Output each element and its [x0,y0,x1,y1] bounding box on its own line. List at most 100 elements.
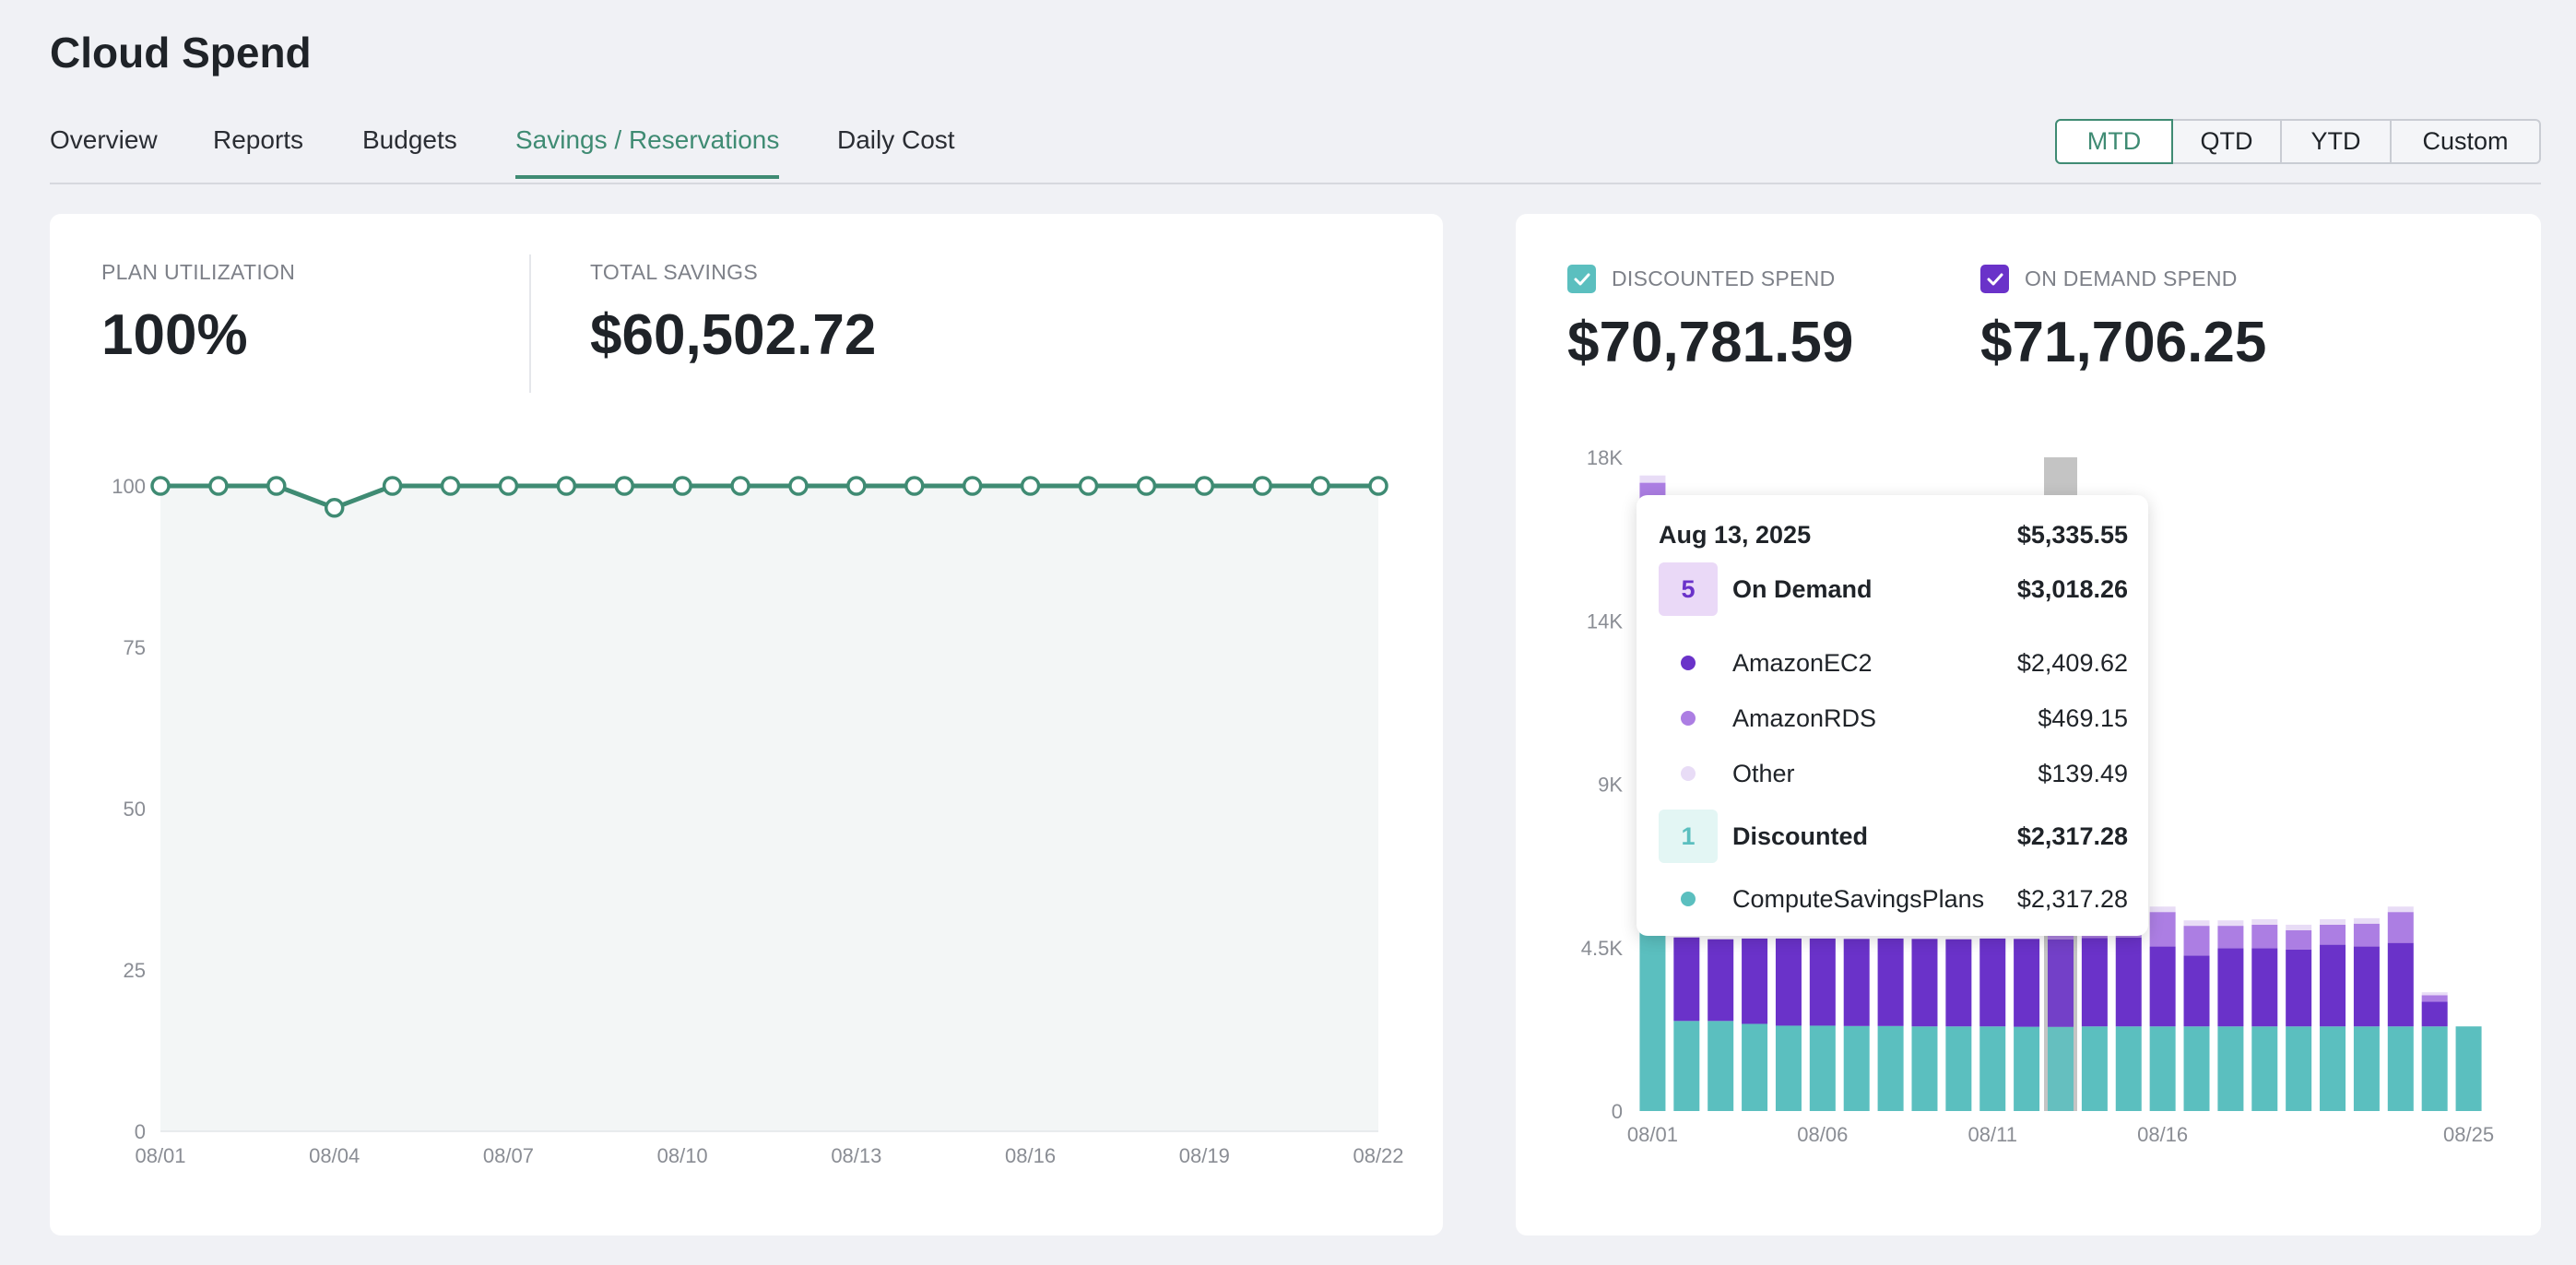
data-point [556,476,577,496]
data-point [1310,476,1330,496]
data-point [962,476,983,496]
tooltip-item-value: $2,409.62 [2016,648,2128,677]
period-custom-button[interactable]: Custom [2390,121,2539,162]
data-point [788,476,809,496]
bar-segment [2286,924,2312,930]
tooltip-item-name: AmazonRDS [1732,703,1877,732]
bar-segment [2387,1026,2414,1111]
savings-plan-dot-icon [1681,892,1696,906]
tab-budgets[interactable]: Budgets [362,125,457,154]
total-savings-label: TOTAL SAVINGS [590,260,758,284]
data-point [150,476,171,496]
bar-segment [1911,1026,1938,1111]
plan-utilization-card: PLAN UTILIZATION 100% TOTAL SAVINGS $60,… [50,214,1443,1235]
other-dot-icon [1681,766,1696,781]
bar-segment [1775,1025,1802,1111]
data-point [440,476,461,496]
bar-segment [1945,1026,1972,1111]
x-tick-label: 08/06 [1797,1123,1848,1146]
chart-tooltip: Aug 13, 2025 $5,335.55 5 On Demand $3,01… [1637,495,2148,936]
x-tick-label: 08/01 [135,1144,185,1167]
period-qtd-button[interactable]: QTD [2171,121,2280,162]
bar-segment [1639,929,1666,1111]
bar-segment [2421,1001,2448,1027]
x-tick-label: 08/10 [657,1144,708,1167]
tab-savings-reservations[interactable]: Savings / Reservations [515,125,780,179]
spend-card: DISCOUNTED SPEND $70,781.59 ON DEMAND SP… [1516,214,2541,1235]
tooltip-discounted-value: $2,317.28 [2016,822,2128,850]
bar-segment [2286,949,2312,1027]
y-tick-label: 50 [124,798,146,821]
data-point [1194,476,1215,496]
bar-segment [1639,475,1666,483]
bar-segment [1673,937,1700,1022]
nav-tabs: Overview Reports Budgets Savings / Reser… [50,118,2541,184]
tooltip-item-value: $139.49 [2038,759,2128,787]
x-tick-label: 08/19 [1179,1144,1230,1167]
tooltip-item-ec2: AmazonEC2 $2,409.62 [1659,644,2128,681]
x-tick-label: 08/07 [483,1144,534,1167]
bar-segment [2217,920,2244,927]
tooltip-ondemand-value: $3,018.26 [2016,574,2128,603]
discounted-spend-checkbox[interactable] [1567,265,1596,293]
tab-daily-cost[interactable]: Daily Cost [837,125,955,154]
period-ytd-button[interactable]: YTD [2280,121,2390,162]
data-point [1078,476,1099,496]
tooltip-item-value: $2,317.28 [2016,884,2128,913]
data-point [730,476,750,496]
tooltip-item-value: $469.15 [2038,703,2128,732]
bar-segment [1742,1023,1768,1111]
tooltip-ondemand-label: On Demand [1732,574,1873,603]
tab-overview[interactable]: Overview [50,125,158,154]
y-tick-label: 9K [1598,774,1623,797]
bar-segment [2251,948,2278,1027]
data-point [324,498,345,518]
bar-segment [2217,948,2244,1027]
tooltip-discounted-row: 1 Discounted $2,317.28 [1659,810,2128,863]
tooltip-item-rds: AmazonRDS $469.15 [1659,700,2128,737]
utilization-line [160,483,1378,511]
bar-segment [1843,939,1870,1026]
x-tick-label: 08/13 [831,1144,881,1167]
tooltip-discounted-label: Discounted [1732,822,1869,850]
y-tick-label: 0 [1612,1100,1623,1123]
data-point [904,476,925,496]
bar-segment [1877,938,1904,1026]
bar-segment [2455,1026,2482,1111]
bar-segment [2183,926,2210,956]
bar-segment [2353,917,2380,924]
x-tick-label: 08/11 [1968,1123,2017,1146]
tooltip-discounted-count: 1 [1659,810,1718,863]
discounted-spend-value: $70,781.59 [1567,311,1854,374]
y-tick-label: 100 [112,475,146,498]
bar-segment [2320,924,2346,945]
check-icon [1987,273,2003,285]
bar-segment [1979,938,2006,1027]
bar-segment [2048,939,2074,1027]
bar-segment [1707,1021,1734,1111]
data-point [382,476,403,496]
data-point [208,476,229,496]
bar-segment [2421,995,2448,1002]
bar-segment [1877,1025,1904,1111]
rds-dot-icon [1681,711,1696,726]
ondemand-spend-checkbox[interactable] [1980,265,2009,293]
bar-segment [1707,939,1734,1022]
x-tick-label: 08/04 [309,1144,360,1167]
bar-segment [2320,919,2346,925]
bar-segment [2115,1026,2142,1111]
tooltip-ondemand-count: 5 [1659,562,1718,616]
bar-segment [2183,920,2210,927]
tab-reports[interactable]: Reports [213,125,304,154]
bar-segment [1809,938,1836,1026]
bar-segment [2081,938,2108,1027]
bar-segment [2387,906,2414,913]
bar-segment [2353,1026,2380,1111]
y-tick-label: 18K [1587,446,1623,469]
bar-segment [1809,1025,1836,1111]
bar-segment [1911,939,1938,1027]
y-tick-label: 25 [124,959,146,982]
bar-segment [2217,926,2244,949]
period-mtd-button[interactable]: MTD [2055,119,2173,164]
x-tick-label: 08/25 [2443,1123,2494,1146]
